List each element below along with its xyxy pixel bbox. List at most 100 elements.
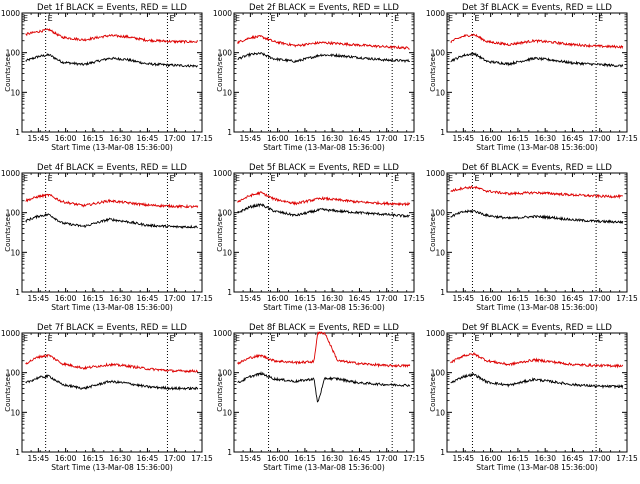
series-line-lld (25, 193, 199, 209)
x-tick-label: 16:00 (55, 454, 77, 463)
x-tick-label: 15:45 (28, 134, 50, 143)
y-tick-label: 1 (15, 128, 20, 137)
panel-5: Det 5f BLACK = Events, RED = LLD Counts/s… (213, 163, 425, 312)
marker-label: E (48, 334, 53, 343)
panel-7: Det 7f BLACK = Events, RED = LLD Counts/s… (1, 323, 213, 472)
x-tick-label: 16:30 (321, 134, 343, 143)
x-tick-label: 15:45 (453, 134, 475, 143)
marker-label: E (448, 334, 453, 343)
x-tick-label: 16:30 (534, 134, 556, 143)
marker-label: E (394, 174, 399, 183)
panel-title: Det 2f BLACK = Events, RED = LLD (249, 3, 399, 13)
x-tick-label: 16:45 (349, 294, 371, 303)
panel-6: Det 6f BLACK = Events, RED = LLD Counts/s… (426, 163, 638, 312)
x-tick-label: 17:15 (616, 294, 638, 303)
x-axis-label: Start Time (13-Mar-08 15:36:00) (476, 303, 598, 312)
x-tick-label: 16:15 (82, 294, 104, 303)
x-tick-label: 16:00 (480, 134, 502, 143)
x-axis-label: Start Time (13-Mar-08 15:36:00) (476, 143, 598, 152)
y-tick-label: 10 (222, 408, 232, 417)
x-tick-label: 16:00 (267, 294, 289, 303)
series-line-events (237, 203, 410, 218)
y-tick-label: 1000 (213, 9, 232, 18)
x-tick-label: 16:45 (137, 294, 159, 303)
x-axis-label: Start Time (13-Mar-08 15:36:00) (263, 303, 385, 312)
y-tick-label: 1000 (1, 329, 20, 338)
x-tick-label: 17:15 (403, 454, 425, 463)
marker-label: E (235, 14, 240, 23)
x-tick-label: 16:15 (294, 294, 316, 303)
series-line-lld (450, 352, 624, 369)
marker-label: E (48, 174, 53, 183)
y-tick-label: 100 (218, 369, 233, 378)
x-tick-label: 15:45 (453, 294, 475, 303)
y-axis-label: Counts/sec (429, 53, 437, 92)
x-tick-label: 16:30 (109, 134, 131, 143)
series-line-lld (25, 28, 199, 45)
y-tick-label: 100 (431, 49, 446, 58)
x-tick-label: 17:00 (589, 134, 611, 143)
marker-label: E (474, 14, 479, 23)
x-tick-label: 17:00 (589, 294, 611, 303)
marker-label: E (598, 174, 603, 183)
plot-frame (21, 12, 203, 133)
y-axis-label: Counts/sec (216, 213, 224, 252)
y-tick-label: 1 (15, 448, 20, 457)
x-tick-label: 16:00 (55, 294, 77, 303)
y-tick-label: 100 (6, 369, 21, 378)
y-tick-label: 1000 (426, 169, 445, 178)
y-tick-label: 100 (218, 49, 233, 58)
plot-frame (21, 332, 203, 453)
y-tick-label: 1000 (1, 9, 20, 18)
y-tick-label: 10 (222, 248, 232, 257)
x-tick-label: 16:45 (562, 294, 584, 303)
series-line-events (25, 213, 198, 230)
y-axis-label: Counts/sec (216, 53, 224, 92)
plot-frame (446, 332, 628, 453)
series-line-lld (237, 34, 410, 50)
x-tick-label: 16:45 (137, 134, 159, 143)
y-tick-label: 100 (431, 209, 446, 218)
marker-label: E (271, 174, 276, 183)
panel-title: Det 4f BLACK = Events, RED = LLD (37, 163, 187, 173)
series-line-lld (450, 33, 624, 50)
x-axis-label: Start Time (13-Mar-08 15:36:00) (51, 143, 173, 152)
x-tick-label: 16:45 (137, 454, 159, 463)
x-tick-label: 16:45 (349, 454, 371, 463)
x-tick-label: 15:45 (240, 294, 262, 303)
x-tick-label: 16:15 (507, 294, 529, 303)
y-tick-label: 100 (6, 209, 21, 218)
x-tick-label: 15:45 (240, 134, 262, 143)
x-tick-label: 15:45 (28, 454, 50, 463)
marker-label: E (448, 174, 453, 183)
marker-label: E (169, 174, 174, 183)
x-tick-label: 17:15 (191, 454, 213, 463)
series-line-events (237, 51, 411, 64)
series-line-events (450, 52, 624, 68)
y-tick-label: 100 (218, 209, 233, 218)
series-line-lld (237, 331, 411, 368)
marker-label: E (23, 174, 28, 183)
x-tick-label: 17:00 (376, 454, 398, 463)
panel-1: Det 1f BLACK = Events, RED = LLD Counts/s… (1, 3, 213, 152)
series-line-events (237, 371, 411, 403)
x-tick-label: 16:45 (562, 454, 584, 463)
x-tick-label: 17:15 (403, 134, 425, 143)
plot-frame (446, 172, 628, 293)
x-tick-label: 15:45 (28, 294, 50, 303)
panel-title: Det 3f BLACK = Events, RED = LLD (462, 3, 612, 13)
series-line-lld (450, 185, 624, 200)
marker-label: E (23, 14, 28, 23)
x-tick-label: 16:45 (349, 134, 371, 143)
y-tick-label: 1000 (426, 329, 445, 338)
series-line-events (25, 52, 198, 68)
y-tick-label: 1 (227, 288, 232, 297)
x-tick-label: 17:00 (376, 294, 398, 303)
y-tick-label: 1 (15, 288, 20, 297)
y-tick-label: 1 (440, 448, 445, 457)
panel-title: Det 8f BLACK = Events, RED = LLD (249, 323, 399, 333)
y-axis-label: Counts/sec (4, 53, 12, 92)
panel-title: Det 5f BLACK = Events, RED = LLD (249, 163, 399, 173)
